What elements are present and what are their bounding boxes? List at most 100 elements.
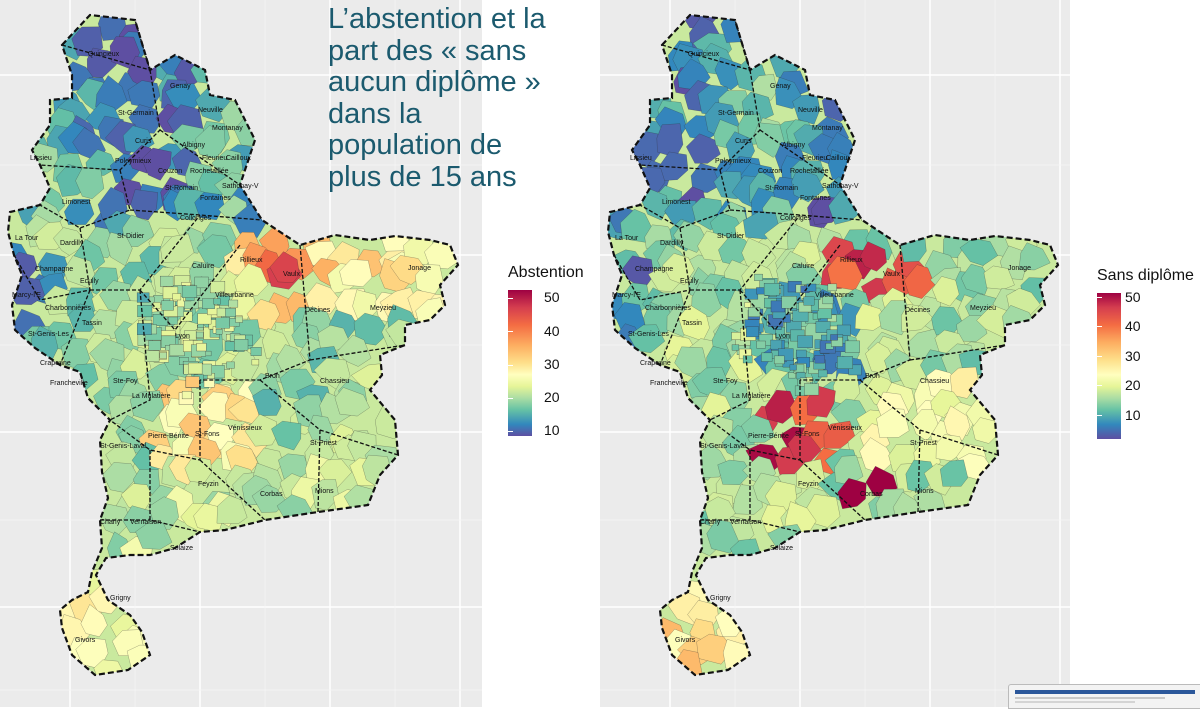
town-label: Givors	[75, 637, 96, 644]
iris-cell	[848, 364, 862, 376]
town-label: Villeurbanne	[815, 292, 854, 299]
iris-cell	[791, 168, 825, 203]
town-label: Lissieu	[30, 155, 52, 162]
iris-cell	[628, 324, 666, 353]
town-label: Jonage	[408, 265, 431, 272]
iris-cell	[184, 455, 212, 484]
iris-cell	[141, 147, 172, 181]
town-label: St-Priest	[310, 440, 337, 447]
town-label: Cailloux	[226, 155, 251, 162]
town-label: Poleymieux	[115, 158, 152, 165]
town-label: Pierre-Bénite	[148, 433, 189, 440]
town-label: Tassin	[82, 320, 102, 327]
town-label: Sathonay-V	[222, 183, 259, 190]
iris-cell	[774, 355, 785, 365]
iris-cell	[228, 299, 239, 308]
town-label: Quincieux	[688, 51, 720, 58]
iris-cell	[742, 355, 753, 364]
iris-cell	[822, 295, 834, 305]
iris-cell	[706, 519, 739, 554]
town-label: St-Genis-Laval	[100, 443, 147, 450]
iris-cell	[717, 459, 751, 485]
iris-cell	[162, 286, 179, 299]
iris-cell	[215, 329, 223, 335]
commune-boundary	[200, 244, 311, 381]
iris-cell	[659, 151, 689, 181]
town-label: Dardilly	[60, 240, 84, 247]
town-label: Jonage	[1008, 265, 1031, 272]
iris-cell	[196, 343, 207, 352]
iris-cell	[748, 307, 761, 317]
town-label: St-Romain	[165, 185, 198, 192]
town-label: Curis	[135, 138, 152, 145]
town-label: St-Germain	[718, 110, 754, 117]
town-label: Marcy-l'E	[612, 292, 641, 299]
legend-tick-mark	[1097, 415, 1102, 416]
iris-cell	[728, 349, 763, 383]
title-line: dans la	[328, 97, 422, 130]
iris-cell	[876, 408, 910, 438]
iris-cell	[815, 321, 831, 333]
town-label: Vénissieux	[228, 425, 262, 432]
town-label: Craponne	[640, 360, 671, 367]
iris-cell	[662, 253, 695, 286]
town-label: La Tour	[615, 235, 639, 242]
iris-cell	[148, 340, 161, 351]
town-label: Bron	[865, 373, 880, 380]
town-label: Tassin	[682, 320, 702, 327]
thumbnail-ribbon	[1015, 690, 1195, 694]
legend-title: Abstention	[508, 264, 584, 281]
commune-boundary	[39, 169, 131, 229]
iris-cell	[305, 282, 341, 315]
commune-boundary	[709, 289, 751, 421]
town-label: Bron	[265, 373, 280, 380]
town-label: Sathonay-V	[822, 183, 859, 190]
iris-cell	[202, 298, 215, 309]
iris-cell	[197, 313, 212, 325]
iris-cell	[691, 282, 722, 317]
commune-boundary	[613, 227, 691, 301]
town-label: Poleymieux	[715, 158, 752, 165]
iris-cell	[215, 317, 230, 329]
town-label: Lyon	[775, 333, 790, 340]
iris-cell	[960, 263, 991, 295]
iris-cell	[251, 359, 260, 366]
legend-tick-mark	[1097, 297, 1102, 298]
iris-cell	[216, 495, 248, 524]
iris-cell	[317, 325, 351, 354]
iris-cell	[271, 420, 302, 451]
town-label: Rillieux	[840, 257, 863, 264]
iris-cell	[770, 339, 783, 350]
legend-tick-label: 30	[1125, 348, 1141, 364]
town-label: Champagne	[35, 266, 73, 273]
iris-cell	[210, 281, 226, 294]
title-line: population de	[328, 129, 503, 161]
legend-sans-diplome: Sans diplôme 50 40 30 20 10	[1097, 267, 1200, 447]
iris-cell	[194, 192, 225, 221]
town-label: Dardilly	[660, 240, 684, 247]
town-label: Limonest	[662, 199, 690, 206]
iris-cell	[181, 285, 198, 298]
town-label: Craponne	[40, 360, 71, 367]
iris-cell	[136, 292, 150, 303]
choropleth-map-sans-diplome: Quincieux Genay St-Germain Neuville Montanay…	[606, 13, 1060, 677]
commune-boundary	[709, 380, 801, 461]
iris-cell	[781, 296, 797, 309]
iris-cell	[940, 459, 968, 487]
taskbar-window-thumbnail[interactable]	[1008, 684, 1200, 709]
commune-boundary	[59, 289, 91, 366]
iris-cell	[754, 273, 763, 281]
iris-cell	[904, 264, 936, 299]
iris-cell	[731, 344, 740, 351]
iris-cell	[804, 383, 819, 396]
legend-tick-mark	[1097, 356, 1102, 357]
town-label: Charbonnières	[45, 305, 91, 312]
commune-boundary	[13, 227, 91, 301]
legend-tick-label: 10	[1125, 407, 1141, 423]
town-label: Décines	[905, 307, 931, 314]
choropleth-map-abstention: Quincieux Genay St-Germain Neuville Montanay…	[6, 13, 460, 677]
iris-cell	[168, 316, 178, 325]
iris-cell	[144, 350, 160, 362]
legend-tick-label: 50	[544, 289, 560, 305]
iris-cell	[790, 329, 805, 342]
